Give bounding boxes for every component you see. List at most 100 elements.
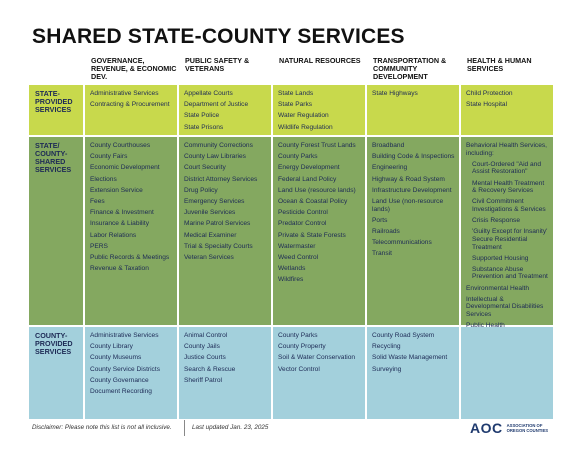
service-cell: Administrative Services Contracting & Pro… (85, 85, 177, 135)
service-item: Energy Development (278, 164, 340, 172)
service-item: County Parks (278, 153, 318, 161)
service-item: Insurance & Liability (90, 220, 150, 228)
service-item: Engineering (372, 164, 408, 172)
service-cell: County Forest Trust Lands County Parks Ene… (273, 137, 365, 325)
service-item: Justice Courts (184, 354, 226, 362)
service-item: County Road System (372, 332, 435, 339)
service-cell: Behavioral Health Services, including: Co… (461, 137, 553, 329)
service-item: County Museums (90, 354, 142, 362)
service-item: Fees (90, 197, 105, 205)
service-item: Medical Examiner (184, 231, 237, 239)
service-item: Behavioral Health Services, including: (466, 142, 547, 157)
service-item: Soil & Water Conservation (278, 354, 356, 362)
row-label: COUNTY-PROVIDED SERVICES (29, 327, 83, 419)
service-item: Mental Health Treatment & Recovery Servi… (472, 179, 545, 195)
service-item: County Property (278, 343, 326, 351)
service-cell: Animal Control County Jails Justice Courts… (179, 327, 271, 419)
service-item: Economic Development (90, 164, 160, 172)
service-item: County Fairs (90, 153, 128, 161)
service-item: Surveying (372, 365, 402, 373)
service-item: Infrastructure Development (372, 186, 452, 194)
service-item: Wildfires (278, 276, 304, 284)
service-item: County Parks (278, 332, 318, 339)
row-label: STATE-PROVIDED SERVICES (29, 85, 83, 135)
service-item: Trial & Specialty Courts (184, 242, 253, 250)
service-item: Appellate Courts (184, 90, 233, 97)
service-item: Administrative Services (90, 90, 159, 97)
service-item: Recycling (372, 343, 401, 351)
service-item: Telecommunications (372, 239, 432, 247)
service-item: County Courthouses (90, 142, 151, 149)
service-cell: Community Corrections County Law Librarie… (179, 137, 271, 325)
service-item: State Hospital (466, 101, 508, 109)
logo-mark: AOC (470, 420, 503, 436)
service-item: Vector Control (278, 365, 320, 373)
service-item: Emergency Services (184, 197, 245, 205)
service-item: Intellectual & Developmental Disabilitie… (466, 295, 544, 319)
column-header: HEALTH & HUMAN SERVICES (467, 56, 532, 74)
service-item: State Prisons (184, 123, 224, 131)
service-item: Civil Commitment Investigations & Servic… (472, 198, 546, 213)
services-table: GOVERNANCE, REVENUE, & ECONOMIC DEV. PUB… (29, 53, 553, 419)
service-item: Supported Housing (472, 254, 529, 262)
service-cell: County Courthouses County Fairs Economic D… (85, 137, 177, 325)
service-item: Community Corrections (184, 142, 253, 149)
service-item: Broadband (372, 142, 405, 149)
column-header: TRANSPORTATION & COMMUNITY DEVELOPMENT (373, 56, 447, 82)
service-item: Land Use (resource lands) (278, 186, 356, 194)
service-item: Predator Control (278, 220, 327, 228)
service-item: Child Protection (466, 90, 513, 97)
service-item: Substance Abuse Prevention and Treatment (472, 265, 548, 281)
column-header: PUBLIC SAFETY & VETERANS (185, 56, 250, 74)
service-item: Watermaster (278, 242, 316, 250)
service-cell: Broadband Building Code & Inspections Engi… (367, 137, 459, 325)
service-item: Building Code & Inspections (372, 153, 455, 161)
service-item: Revenue & Taxation (90, 265, 149, 273)
service-item: Finance & Investment (90, 209, 154, 217)
service-item: State Parks (278, 101, 313, 109)
service-cell (461, 327, 553, 419)
service-item: County Law Libraries (184, 153, 246, 161)
service-item: PERS (90, 242, 108, 250)
service-item: 'Guilty Except for Insanity' Secure Resi… (472, 228, 548, 251)
service-item: Administrative Services (90, 332, 159, 339)
service-item: Pesticide Control (278, 209, 328, 217)
service-item: Wildlife Regulation (278, 123, 333, 131)
footer-divider (184, 420, 185, 436)
service-item: Labor Relations (90, 231, 137, 239)
service-item: Drug Policy (184, 186, 218, 194)
corner-cell (29, 53, 83, 83)
service-cell: State Lands State Parks Water Regulation Wi… (273, 85, 365, 135)
page-title: SHARED STATE-COUNTY SERVICES (32, 25, 405, 48)
service-item: Contracting & Procurement (90, 101, 170, 109)
service-item: County Jails (184, 343, 220, 351)
column-header: NATURAL RESOURCES (279, 56, 361, 65)
service-item: Court Security (184, 164, 226, 172)
service-item: State Highways (372, 90, 418, 97)
service-cell: Appellate Courts Department of Justice Sta… (179, 85, 271, 135)
service-item: Ports (372, 216, 388, 224)
service-item: County Service Districts (90, 365, 160, 373)
service-item: County Governance (90, 376, 149, 384)
service-item: Highway & Road System (372, 175, 445, 183)
service-cell: State Highways (367, 85, 459, 135)
service-item: Land Use (non-resource lands) (372, 197, 444, 213)
service-item: Search & Rescue (184, 365, 236, 373)
logo-text: ASSOCIATION OF OREGON COUNTIES (506, 423, 549, 433)
service-item: Animal Control (184, 332, 228, 339)
service-item: Wetlands (278, 265, 306, 273)
service-item: Environmental Health (466, 284, 530, 292)
footer: Disclaimer: Please note this list is not… (0, 412, 580, 442)
service-cell: County Road System Recycling Solid Waste M… (367, 327, 459, 419)
service-cell: Administrative Services County Library Cou… (85, 327, 177, 419)
last-updated-text: Last updated Jan. 23, 2025 (192, 424, 269, 431)
service-item: Ocean & Coastal Policy (278, 197, 348, 205)
service-item: Document Recording (90, 387, 152, 395)
service-item: Railroads (372, 227, 400, 235)
row-label: STATE/ COUNTY-SHARED SERVICES (29, 137, 83, 325)
service-item: Extension Service (90, 186, 143, 194)
aoc-logo: AOC ASSOCIATION OF OREGON COUNTIES (470, 420, 553, 436)
service-item: Public Records & Meetings (90, 253, 170, 261)
service-item: Private & State Forests (278, 231, 346, 239)
service-item: Court-Ordered "Aid and Assist Restoratio… (472, 160, 542, 176)
